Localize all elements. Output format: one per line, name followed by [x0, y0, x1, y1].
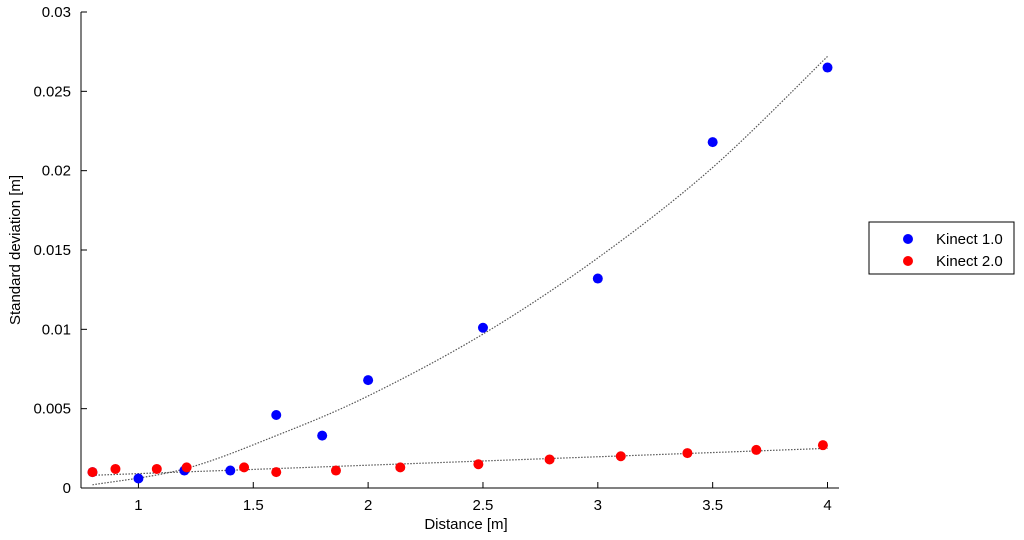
data-point-series-1: [822, 62, 833, 73]
x-tick-label: 3: [594, 497, 602, 514]
data-points: [87, 62, 833, 484]
data-point-series-1: [477, 322, 488, 333]
data-point-series-1: [707, 137, 718, 148]
data-point-series-2: [181, 462, 192, 473]
data-point-series-2: [239, 462, 250, 473]
y-axis-title: Standard deviation [m]: [7, 175, 24, 325]
y-tick-label: 0.01: [42, 321, 71, 338]
x-axis-title: Distance [m]: [424, 516, 507, 533]
x-tick-label: 1.5: [243, 497, 264, 514]
legend-marker: [903, 256, 913, 266]
data-point-series-2: [271, 467, 282, 478]
data-point-series-2: [110, 463, 121, 474]
data-point-series-2: [151, 463, 162, 474]
plot-area: 1 1.5 2 2.5 3 3.5 4 0 0.005 0.01 0.015 0.02 0.025 0.…: [33, 4, 839, 514]
y-tick-label: 0: [63, 480, 71, 497]
trendline-2: [92, 447, 828, 476]
y-ticks: 0 0.005 0.01 0.015 0.02 0.025 0.03: [33, 4, 87, 497]
trendlines: [92, 55, 828, 486]
data-point-series-1: [317, 430, 328, 441]
legend-label: Kinect 2.0: [936, 253, 1003, 270]
legend-label: Kinect 1.0: [936, 231, 1003, 248]
y-tick-label: 0.03: [42, 4, 71, 21]
legend-items: Kinect 1.0 Kinect 2.0: [903, 231, 1003, 270]
legend-marker: [903, 234, 913, 244]
x-tick-label: 4: [823, 497, 831, 514]
trendline-1: [92, 55, 828, 486]
data-point-series-1: [225, 465, 236, 476]
data-point-series-2: [395, 462, 406, 473]
data-point-series-2: [817, 440, 828, 451]
x-tick-label: 2: [364, 497, 372, 514]
y-tick-label: 0.02: [42, 163, 71, 180]
y-tick-label: 0.005: [33, 401, 71, 418]
x-tick-label: 3.5: [702, 497, 723, 514]
data-point-series-1: [363, 375, 374, 386]
legend-box: [868, 221, 1015, 275]
data-point-series-1: [271, 410, 282, 421]
data-point-series-2: [751, 444, 762, 455]
data-point-series-2: [544, 454, 555, 465]
x-ticks: 1 1.5 2 2.5 3 3.5 4: [134, 482, 832, 514]
x-tick-label: 2.5: [473, 497, 494, 514]
data-point-series-2: [615, 451, 626, 462]
x-tick-label: 1: [134, 497, 142, 514]
y-tick-label: 0.015: [33, 242, 71, 259]
y-tick-label: 0.025: [33, 83, 71, 100]
data-point-series-2: [473, 459, 484, 470]
data-point-series-2: [682, 448, 693, 459]
data-point-series-2: [330, 465, 341, 476]
data-point-series-1: [592, 273, 603, 284]
data-point-series-1: [133, 473, 144, 484]
data-point-series-2: [87, 467, 98, 478]
legend: Kinect 1.0 Kinect 2.0: [868, 221, 1015, 275]
